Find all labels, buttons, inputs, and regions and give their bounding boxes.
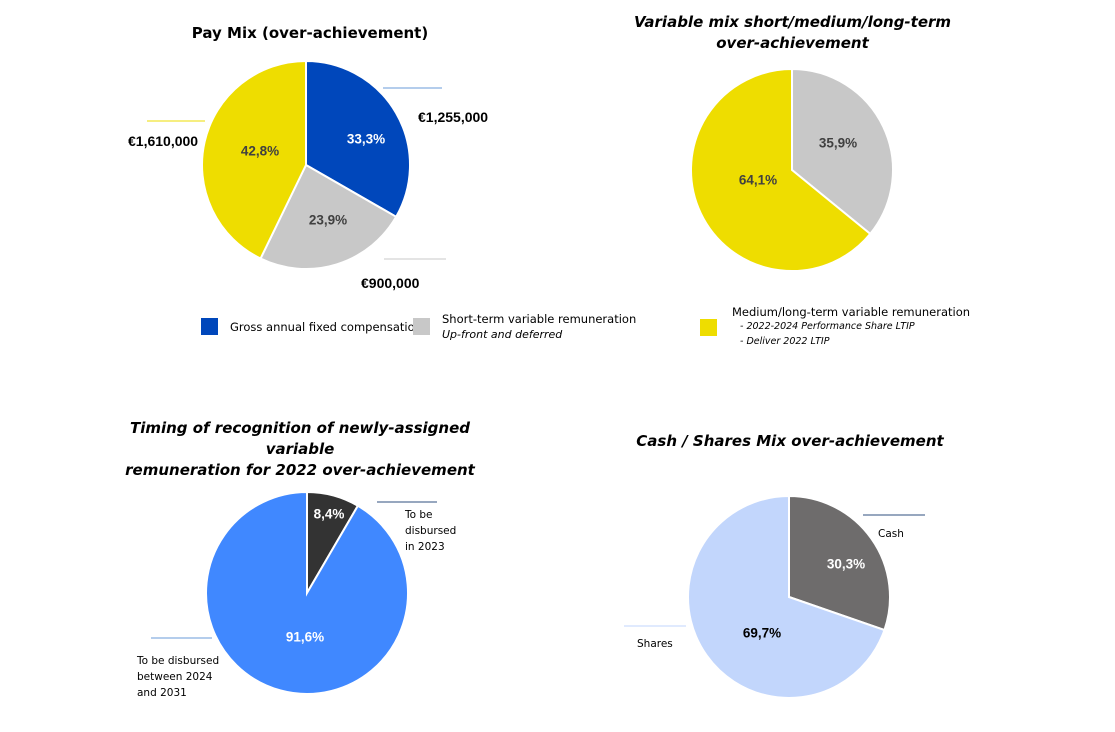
legend-fixed: Gross annual fixed compensation <box>201 318 422 338</box>
variable-mix-pie: 35,9% 64,1% <box>690 67 894 272</box>
variable-mix-slice-0 <box>791 67 894 236</box>
timing-slice-0-label: 8,4% <box>314 507 345 522</box>
timing-2023-label-line1: To be <box>404 509 433 521</box>
pay-mix-pie: 33,3% 23,9% 42,8% <box>201 59 411 270</box>
cash-shares-slice-1-label: 69,7% <box>743 626 781 641</box>
timing-2023-label-line2: disbursed <box>405 525 456 537</box>
pay-mix-slice-0 <box>305 59 411 219</box>
timing-later-label-line1: To be disbursed <box>136 655 219 667</box>
legend-short-term-swatch <box>413 318 430 335</box>
timing-2023-label-line3: in 2023 <box>405 541 445 553</box>
timing-title: Timing of recognition of newly-assigned … <box>95 418 505 481</box>
legend-medium-long-item-1: - 2022-2024 Performance Share LTIP <box>740 321 915 332</box>
pay-mix-title: Pay Mix (over-achievement) <box>191 24 429 42</box>
cash-shares-title: Cash / Shares Mix over-achievement <box>636 432 944 450</box>
variable-mix-title-line1: Variable mix short/medium/long-term <box>633 13 952 31</box>
timing-later-label-line2: between 2024 <box>137 671 213 683</box>
variable-mix-slice-0-label: 35,9% <box>819 136 857 151</box>
cash-label: Cash <box>878 528 904 540</box>
variable-mix-title: Variable mix short/medium/long-term over… <box>620 12 965 54</box>
cash-shares-slice-0 <box>788 494 891 632</box>
cash-shares-pie: 30,3% 69,7% <box>687 494 891 699</box>
timing-later-label: To be disbursed between 2024 and 2031 <box>136 655 222 699</box>
variable-mix-title-line2: over-achievement <box>716 34 869 52</box>
timing-title-line1: Timing of recognition of newly-assigned … <box>129 419 471 458</box>
legend-short-term: Short-term variable remuneration Up-fron… <box>413 312 638 344</box>
legend-short-term-sub: Up-front and deferred <box>442 328 563 341</box>
pay-mix-slice-1-label: 23,9% <box>309 213 347 228</box>
pay-mix-slice-2 <box>201 59 307 260</box>
variable-mix-slice-1-label: 64,1% <box>739 173 777 188</box>
timing-slice-1-label: 91,6% <box>286 630 324 645</box>
legend-fixed-label: Gross annual fixed compensation <box>230 320 422 334</box>
timing-2023-label: To be disbursed in 2023 <box>404 509 460 553</box>
legend-medium-long-item-2: - Deliver 2022 LTIP <box>740 336 830 347</box>
cash-shares-slice-0-label: 30,3% <box>827 557 865 572</box>
timing-pie: 8,4% 91,6% <box>205 490 409 695</box>
amount-fixed-label: €1,255,000 <box>418 109 488 125</box>
pay-mix-slice-2-label: 42,8% <box>241 144 279 159</box>
timing-slice-1 <box>205 490 409 695</box>
legend-medium-long-swatch <box>700 319 717 336</box>
legend-short-term-label: Short-term variable remuneration <box>442 312 637 326</box>
legend-medium-long: Medium/long-term variable remuneration -… <box>700 305 970 349</box>
amount-short-label: €900,000 <box>361 275 420 291</box>
variable-mix-slice-1 <box>690 67 872 272</box>
shares-label: Shares <box>637 638 673 650</box>
timing-title-line2: remuneration for 2022 over-achievement <box>125 461 475 479</box>
legend-fixed-swatch <box>201 318 218 335</box>
timing-later-label-line3: and 2031 <box>137 687 187 699</box>
legend-medium-long-label: Medium/long-term variable remuneration <box>732 305 971 319</box>
pay-mix-slice-0-label: 33,3% <box>347 132 385 147</box>
cash-shares-slice-1 <box>687 494 886 699</box>
amount-medium-label: €1,610,000 <box>128 133 198 149</box>
